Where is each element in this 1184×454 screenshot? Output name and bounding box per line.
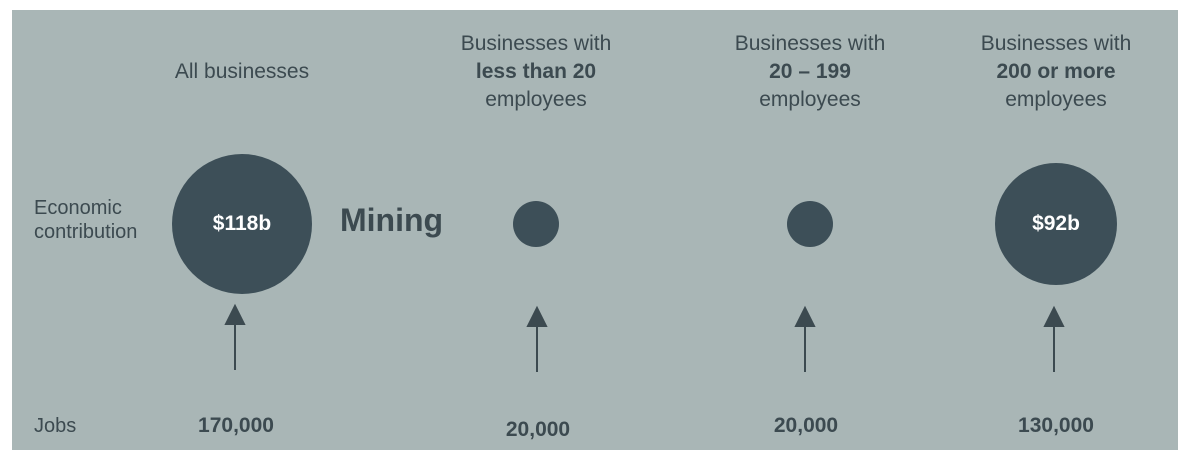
arrow-head <box>1043 305 1065 327</box>
arrow-head <box>794 305 816 327</box>
arrow-head <box>224 303 246 325</box>
column-header: All businesses <box>174 60 310 83</box>
jobs-value: 20,000 <box>505 418 571 441</box>
header-bold: 200 or more <box>996 60 1116 83</box>
arrow-head <box>526 305 548 327</box>
bubble <box>513 201 559 247</box>
infographic: Economic contribution Jobs Mining All bu… <box>12 10 1178 450</box>
column-header: Businesses with 20 – 199 employees <box>680 30 940 114</box>
bubble <box>787 201 833 247</box>
sector-label: Mining <box>340 202 444 238</box>
header-text: employees <box>1005 88 1107 111</box>
jobs-value: 170,000 <box>198 414 274 437</box>
arrows <box>224 303 1065 372</box>
jobs-value: 130,000 <box>1018 414 1094 437</box>
column-header: Businesses with less than 20 employees <box>406 30 666 114</box>
row-label: Economic contribution <box>34 197 138 243</box>
header-text: Businesses with <box>980 32 1132 55</box>
bubble: $92b <box>995 163 1117 285</box>
header-text: employees <box>759 88 861 111</box>
header-text: employees <box>485 88 587 111</box>
row-label: Jobs <box>34 415 77 437</box>
bubble-label: $92b <box>1032 212 1080 235</box>
bubble-label: $118b <box>212 212 272 235</box>
header-bold: 20 – 199 <box>769 60 851 83</box>
bubble: $118b <box>172 154 312 294</box>
header-text: Businesses with <box>460 32 612 55</box>
jobs-value: 20,000 <box>773 414 839 437</box>
header-text: Businesses with <box>734 32 886 55</box>
column-header: Businesses with 200 or more employees <box>926 30 1184 114</box>
header-bold: less than 20 <box>475 60 597 83</box>
